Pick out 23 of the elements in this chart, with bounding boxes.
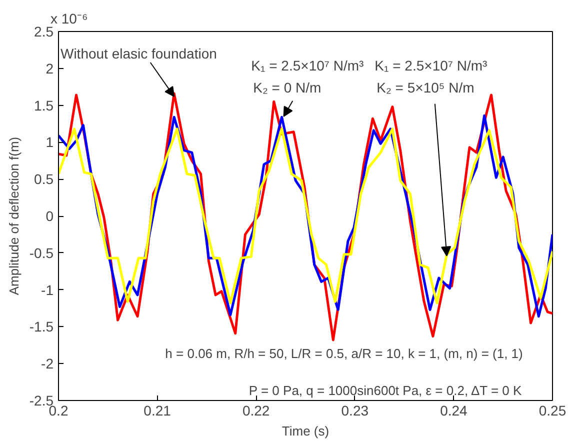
y-tick-label: 1.5: [34, 97, 54, 114]
y-tick-label: 0: [46, 208, 54, 224]
y-tick-label: 2.5: [34, 24, 54, 40]
y-axis-title: Amplitude of deflection f(m): [6, 136, 22, 296]
annotation: Without elasic foundation: [60, 46, 217, 62]
x-tick-label: 0.23: [341, 402, 369, 418]
y-tick-label: 1: [46, 134, 54, 150]
x-axis-title: Time (s): [282, 424, 330, 438]
y-tick-label: -0.5: [29, 244, 54, 261]
x-tick-label: 0.25: [538, 402, 566, 418]
y-tick-label: -2: [41, 356, 54, 372]
annotation: K₁ = 2.5×10⁷ N/m³ K₂ = 0 N/m: [251, 57, 364, 96]
annotation: K₁ = 2.5×10⁷ N/m³ K₂ = 5×10⁵ N/m: [374, 57, 488, 96]
y-tick-label: -1.5: [29, 318, 54, 335]
x-tick-label: 0.22: [242, 402, 270, 418]
y-tick-label: 0.5: [34, 171, 54, 188]
x-tick-label: 0.24: [440, 402, 468, 418]
text: x 10⁻⁶: [50, 10, 88, 26]
y-tick-label: -1: [41, 282, 54, 298]
y-tick-label: 2: [46, 60, 54, 76]
x-tick-label: 0.21: [144, 402, 172, 418]
annotation: P = 0 Pa, q = 1000sin600t Pa, ε = 0.2, ΔT = 0 K: [248, 383, 522, 398]
annotation: h = 0.06 m, R/h = 50, L/R = 0.5, a/R = 10, k = 1, (m, n) = (1, 1): [165, 346, 523, 362]
